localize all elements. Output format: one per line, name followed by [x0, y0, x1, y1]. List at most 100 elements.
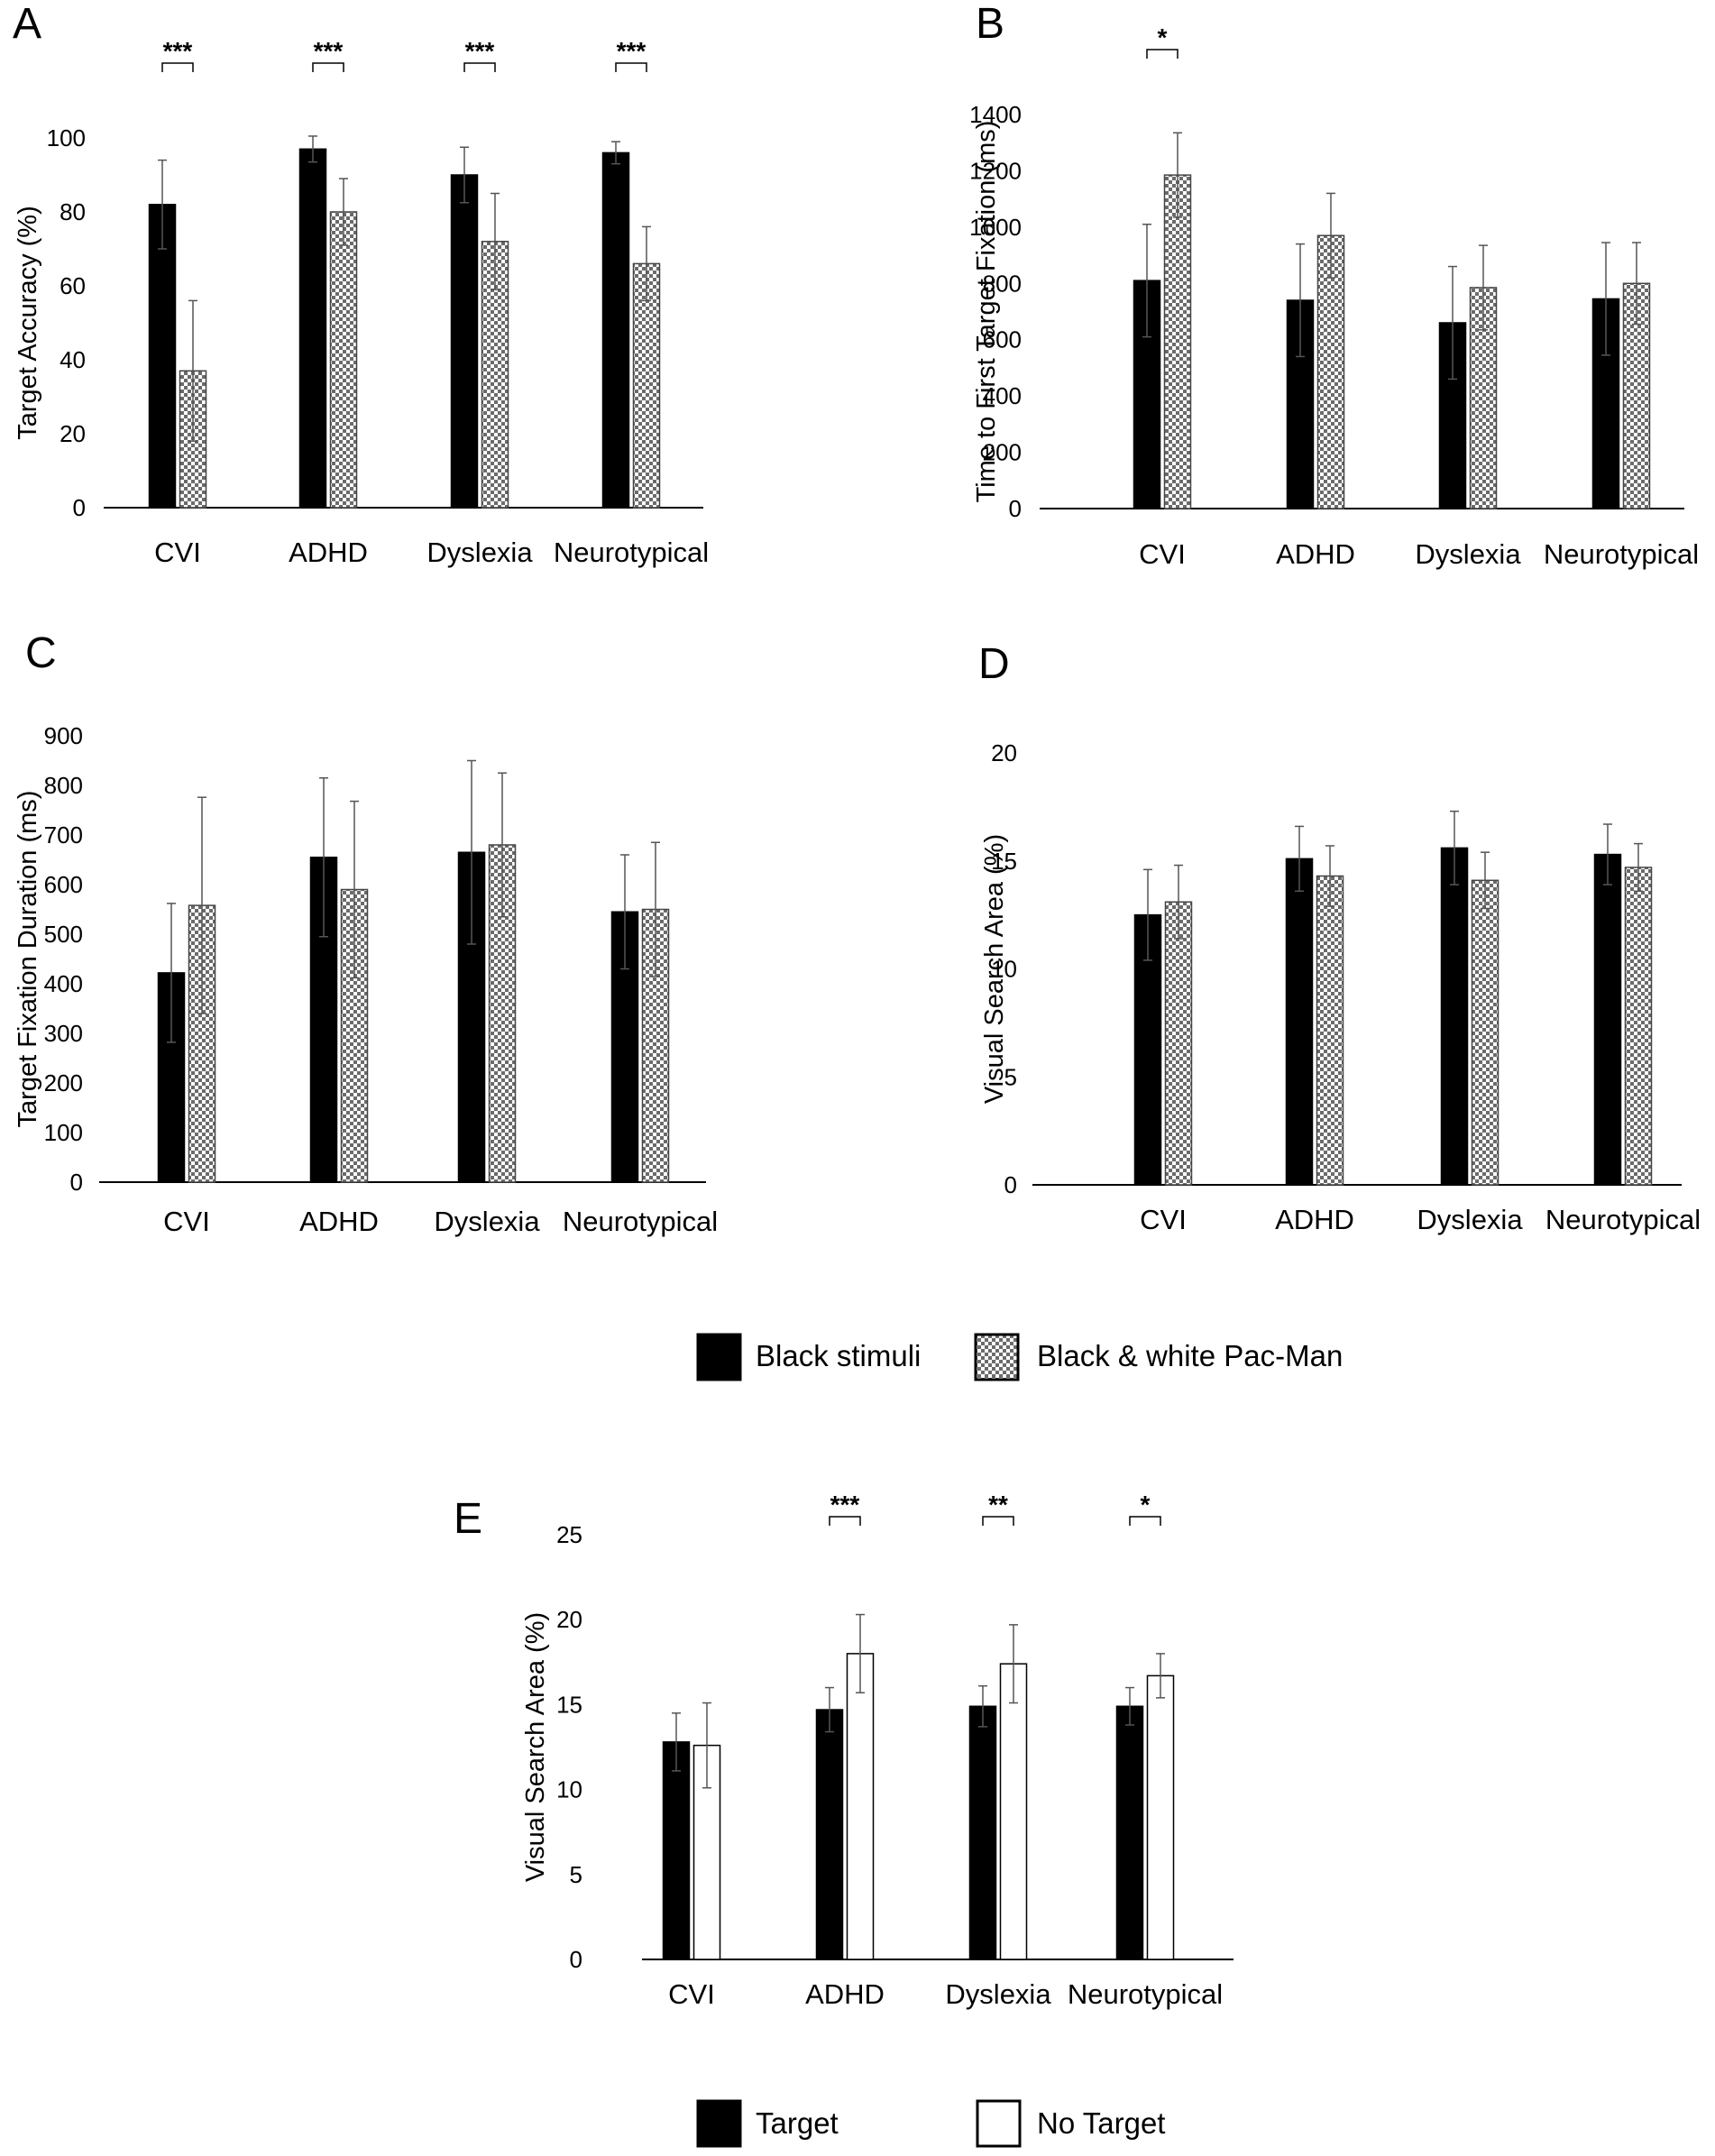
panel-a: A Target Accuracy (%) 0 20 40 60 80 100 CVI *** AD…	[13, 0, 709, 568]
error-bar	[1296, 243, 1305, 358]
x-tick-label: ADHD	[1276, 538, 1355, 570]
x-tick-label: Dyslexia	[945, 1978, 1051, 2010]
bar-e-adhd-series1	[815, 1709, 844, 1960]
y-tick-label: 25	[556, 1521, 582, 1548]
error-bar	[978, 1684, 987, 1728]
significance-bracket	[615, 62, 647, 72]
error-bar	[467, 759, 476, 945]
significance-stars: **	[988, 1491, 1008, 1518]
y-tick-label: 600	[44, 871, 83, 898]
panel-letter-a: A	[13, 0, 41, 48]
y-tick-label: 15	[991, 848, 1017, 875]
error-bar	[1174, 864, 1183, 940]
y-tick-label: 15	[556, 1691, 582, 1718]
legend-label-checker: Black & white Pac-Man	[1037, 1339, 1343, 1372]
x-tick-label: Neurotypical	[1068, 1978, 1223, 2010]
y-axis-title-e: Visual Search Area (%)	[521, 1612, 550, 1882]
x-tick-label: ADHD	[299, 1206, 379, 1237]
significance-stars: ***	[830, 1491, 860, 1518]
y-tick-label: 0	[70, 1169, 83, 1196]
y-tick-label: 5	[570, 1861, 582, 1888]
bar-c-neurotypical-series1	[610, 911, 639, 1183]
bar-e-neurotypical-series1	[1115, 1705, 1144, 1960]
error-bar	[1481, 851, 1490, 910]
error-bar	[611, 141, 620, 165]
y-tick-label: 500	[44, 921, 83, 948]
error-bar	[1173, 132, 1182, 218]
panel-letter-e: E	[454, 1495, 482, 1543]
error-bar	[1142, 223, 1151, 338]
y-tick-label: 600	[983, 326, 1022, 353]
significance-stars: *	[1158, 23, 1168, 51]
y-tick-label: 100	[44, 1119, 83, 1146]
x-tick-label: Neurotypical	[1545, 1204, 1701, 1235]
error-bar	[825, 1686, 834, 1733]
legend-label-black-stimuli: Black stimuli	[756, 1339, 921, 1372]
bar-a-adhd-series2	[329, 211, 358, 509]
error-bar	[158, 159, 167, 250]
bar-a-neurotypical-series2	[632, 262, 661, 509]
significance-stars: ***	[617, 37, 647, 65]
error-bar	[1156, 1653, 1165, 1699]
y-tick-label: 900	[44, 722, 83, 749]
significance-marker: **	[982, 1491, 1014, 1526]
error-bar	[1143, 868, 1152, 961]
y-tick-label: 10	[991, 956, 1017, 983]
significance-marker: ***	[312, 37, 344, 72]
error-bar	[1634, 842, 1643, 893]
bar-d-cvi-series2	[1164, 901, 1193, 1186]
error-bar	[1009, 1624, 1018, 1704]
bar-e-dyslexia-series1	[968, 1705, 997, 1960]
error-bar	[642, 225, 651, 302]
y-axis-title-c: Target Fixation Duration (ms)	[14, 791, 42, 1128]
error-bar	[1479, 244, 1488, 331]
significance-marker: ***	[829, 1491, 861, 1526]
x-tick-label: Dyslexia	[434, 1206, 540, 1237]
error-bar	[319, 777, 328, 938]
error-bar	[651, 841, 660, 977]
x-tick-label: Neurotypical	[1544, 538, 1699, 570]
x-tick-label: Dyslexia	[1415, 538, 1521, 570]
significance-bracket	[463, 62, 496, 72]
y-tick-label: 400	[983, 382, 1022, 409]
bar-d-neurotypical-series2	[1624, 867, 1653, 1186]
error-bar	[1295, 825, 1304, 893]
bar-d-adhd-series2	[1316, 875, 1344, 1186]
bar-e-cvi-series1	[662, 1741, 691, 1960]
legend-top: Black stimuli Black & white Pac-Man	[696, 1333, 1343, 1381]
significance-bracket	[161, 62, 194, 72]
error-bar	[1325, 845, 1334, 907]
y-tick-label: 700	[44, 821, 83, 849]
error-bar	[167, 903, 176, 1043]
x-tick-label: ADHD	[805, 1978, 885, 2010]
significance-stars: ***	[465, 37, 495, 65]
bar-d-adhd-series1	[1285, 858, 1314, 1186]
error-bar	[1601, 242, 1610, 356]
bar-d-cvi-series1	[1133, 913, 1162, 1186]
error-bar	[339, 178, 348, 246]
x-tick-label: CVI	[668, 1978, 715, 2010]
error-bar	[1603, 823, 1612, 885]
y-tick-label: 800	[983, 270, 1022, 297]
panel-c: C Target Fixation Duration (ms) 0 100 200 300…	[14, 629, 718, 1237]
error-bar	[856, 1613, 865, 1693]
y-tick-label: 1200	[969, 157, 1022, 184]
y-axis-title-a: Target Accuracy (%)	[14, 206, 42, 439]
y-tick-label: 20	[991, 739, 1017, 766]
panel-letter-b: B	[976, 0, 1004, 48]
y-tick-label: 0	[1004, 1171, 1017, 1198]
error-bar	[620, 854, 629, 970]
x-tick-label: CVI	[1140, 1204, 1187, 1235]
bar-a-adhd-series1	[298, 148, 327, 509]
significance-marker: *	[1146, 23, 1178, 59]
bar-e-adhd-series2	[846, 1653, 875, 1960]
y-tick-label: 200	[983, 439, 1022, 466]
bar-a-neurotypical-series1	[601, 151, 630, 509]
legend-swatch-black-stimuli	[696, 1333, 742, 1381]
significance-stars: *	[1141, 1491, 1151, 1518]
bar-b-cvi-series2	[1163, 174, 1192, 509]
y-tick-label: 0	[570, 1946, 582, 1973]
bar-d-neurotypical-series1	[1593, 853, 1622, 1186]
error-bar	[1448, 265, 1457, 381]
y-tick-label: 5	[1004, 1063, 1017, 1090]
